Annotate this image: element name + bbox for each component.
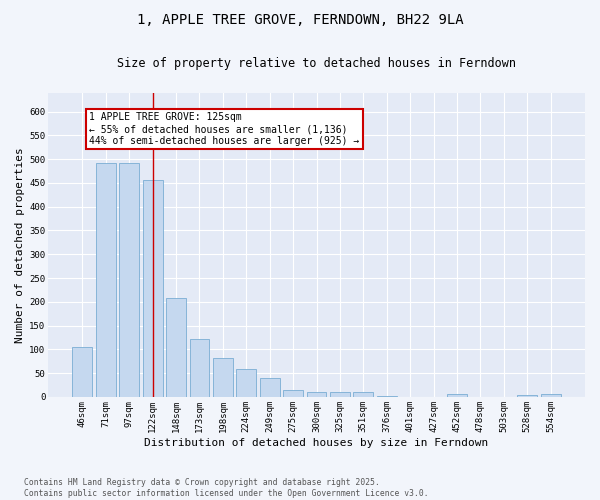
- Bar: [236, 370, 256, 397]
- Bar: [283, 390, 303, 397]
- Bar: [307, 392, 326, 397]
- X-axis label: Distribution of detached houses by size in Ferndown: Distribution of detached houses by size …: [145, 438, 488, 448]
- Bar: [260, 378, 280, 397]
- Bar: [541, 394, 560, 397]
- Text: Contains HM Land Registry data © Crown copyright and database right 2025.
Contai: Contains HM Land Registry data © Crown c…: [24, 478, 428, 498]
- Title: Size of property relative to detached houses in Ferndown: Size of property relative to detached ho…: [117, 58, 516, 70]
- Bar: [377, 396, 397, 397]
- Bar: [353, 392, 373, 397]
- Bar: [190, 339, 209, 397]
- Text: 1 APPLE TREE GROVE: 125sqm
← 55% of detached houses are smaller (1,136)
44% of s: 1 APPLE TREE GROVE: 125sqm ← 55% of deta…: [89, 112, 359, 146]
- Text: 1, APPLE TREE GROVE, FERNDOWN, BH22 9LA: 1, APPLE TREE GROVE, FERNDOWN, BH22 9LA: [137, 12, 463, 26]
- Bar: [119, 164, 139, 397]
- Bar: [330, 392, 350, 397]
- Bar: [166, 298, 186, 397]
- Bar: [447, 394, 467, 397]
- Bar: [143, 180, 163, 397]
- Bar: [96, 164, 116, 397]
- Y-axis label: Number of detached properties: Number of detached properties: [15, 147, 25, 342]
- Bar: [213, 358, 233, 397]
- Bar: [517, 394, 537, 397]
- Bar: [73, 348, 92, 397]
